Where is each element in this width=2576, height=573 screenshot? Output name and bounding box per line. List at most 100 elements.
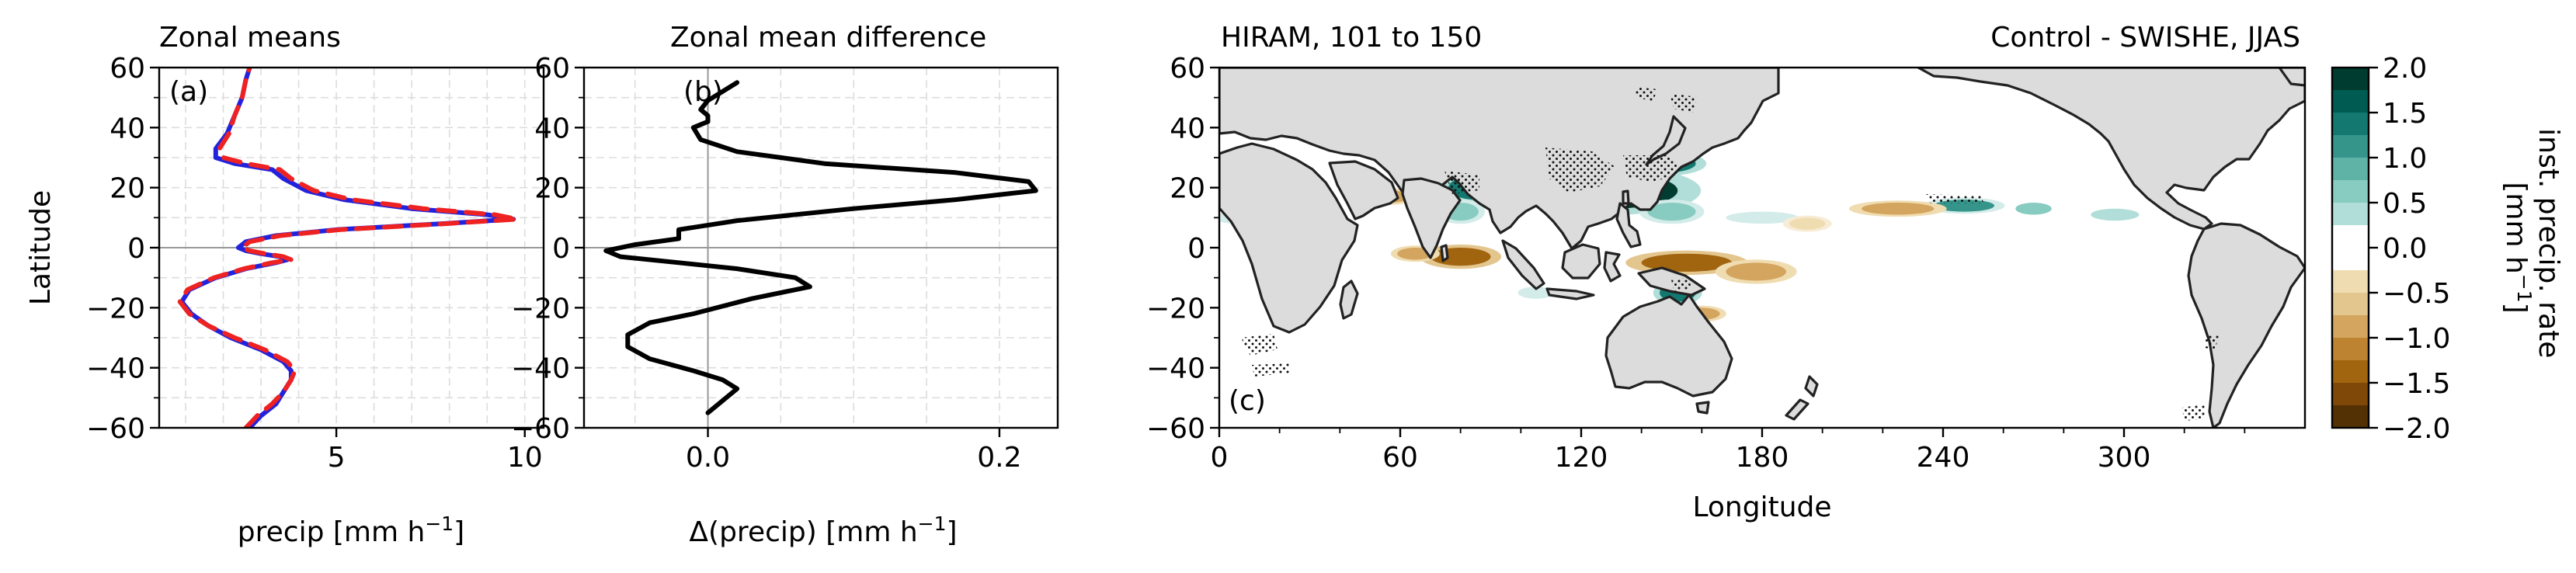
x-tick-label: 10 <box>507 442 543 474</box>
anomaly-patch <box>2015 203 2052 215</box>
y-tick-label: −60 <box>511 413 570 445</box>
colorbar-swatch <box>2332 383 2369 405</box>
y-tick-label: 20 <box>1170 173 1205 205</box>
map-land <box>1219 68 2305 428</box>
land-africa <box>1219 142 1359 334</box>
panel-a-xlabel: precip [mm h−1] <box>238 512 464 548</box>
anomaly-patch <box>1647 203 1696 221</box>
colorbar-swatch <box>2332 405 2369 428</box>
anomaly-patch <box>1726 211 1799 224</box>
x-tick-label: 300 <box>2098 442 2151 474</box>
x-tick-label: 0.0 <box>686 442 730 474</box>
anomaly-patch <box>2091 208 2140 221</box>
colorbar-tick-label: −1.5 <box>2383 368 2450 400</box>
land-india <box>1401 177 1462 259</box>
land-tasmania <box>1695 401 1710 415</box>
y-tick-label: −60 <box>1146 413 1205 445</box>
x-tick-label: 120 <box>1555 442 1608 474</box>
x-tick-label: 180 <box>1736 442 1789 474</box>
colorbar-tick-label: 2.0 <box>2383 53 2427 85</box>
colorbar-label-line2: [mm h−1] <box>2500 182 2536 313</box>
colorbar: −2.0 −1.5 −1.0 −0.5 0.0 0.5 1.0 1.5 2.0 inst. pr… <box>2331 53 2564 445</box>
land-newzealand <box>1785 375 1819 421</box>
panel-b-xlabel: Δ(precip) [mm h−1] <box>689 512 957 548</box>
land-taiwan <box>1622 189 1630 205</box>
y-tick-label: −20 <box>86 293 145 325</box>
colorbar-swatch <box>2332 293 2369 315</box>
panel-b-title: Zonal mean difference <box>670 22 986 54</box>
colorbar-tick-label: −2.0 <box>2383 413 2450 445</box>
colorbar-swatch <box>2332 135 2369 158</box>
stipple-region <box>1926 194 1984 203</box>
colorbar-swatch <box>2332 338 2369 360</box>
colorbar-swatch <box>2332 225 2369 248</box>
panel-c: HIRAM, 101 to 150 Control - SWISHE, JJAS <box>1146 22 2307 523</box>
panel-c-title-right: Control - SWISHE, JJAS <box>1990 22 2300 54</box>
colorbar-label-line1: inst. precip. rate <box>2533 128 2564 358</box>
colorbar-tick-label: 1.0 <box>2383 143 2427 175</box>
y-tick-label: 40 <box>534 113 570 144</box>
series-line-1 <box>177 68 520 428</box>
colorbar-swatch <box>2332 113 2369 135</box>
x-tick-label: 0 <box>1211 442 1229 474</box>
land-java <box>1545 287 1595 300</box>
colorbar-swatch <box>2332 270 2369 293</box>
stipple-region <box>2204 334 2220 349</box>
y-tick-label: 20 <box>110 173 145 205</box>
stipple-region <box>1671 278 1691 291</box>
panel-a-ylabel: Latitude <box>25 190 57 305</box>
map-stippling <box>1241 87 2220 421</box>
colorbar-swatch <box>2332 360 2369 383</box>
y-tick-label: −40 <box>511 353 570 385</box>
stipple-region <box>1545 148 1615 193</box>
y-tick-label: 0 <box>1187 233 1205 265</box>
land-australia <box>1604 293 1733 398</box>
panel-b-label: (b) <box>683 76 723 108</box>
colorbar-tick-label: −1.0 <box>2383 323 2450 355</box>
x-tick-label: 240 <box>1917 442 1970 474</box>
land-arabia <box>1328 160 1399 221</box>
land-eurasia <box>1219 68 1780 250</box>
panel-b-lines <box>603 80 1038 415</box>
y-tick-label: 60 <box>110 53 145 85</box>
colorbar-swatch <box>2332 315 2369 338</box>
y-tick-label: 60 <box>1170 53 1205 85</box>
colorbar-tick-label: −0.5 <box>2383 278 2450 310</box>
x-tick-label: 5 <box>328 442 346 474</box>
land-borneo <box>1561 243 1601 280</box>
stipple-region <box>1252 363 1291 377</box>
y-tick-label: 20 <box>534 173 570 205</box>
stipple-region <box>2182 404 2206 421</box>
y-tick-label: 0 <box>127 233 145 265</box>
y-tick-label: 40 <box>110 113 145 144</box>
y-tick-label: −60 <box>86 413 145 445</box>
stipple-region <box>1670 93 1697 113</box>
series-line-0 <box>179 68 516 428</box>
land-philippines <box>1615 202 1642 248</box>
anomaly-patch <box>1789 217 1826 230</box>
colorbar-swatch <box>2332 203 2369 225</box>
panel-a-title: Zonal means <box>159 22 341 54</box>
land-southamerica <box>2187 222 2305 428</box>
series-line-0 <box>603 80 1038 415</box>
land-madagascar <box>1339 280 1359 320</box>
colorbar-tick-label: 0.0 <box>2383 233 2427 265</box>
land-greenland <box>2278 68 2305 87</box>
y-tick-label: 0 <box>552 233 570 265</box>
panel-b: Zonal mean difference 0.0 0.2 −60 −40 −20 0 20… <box>511 22 1059 548</box>
land-srilanka <box>1440 244 1449 262</box>
stipple-region <box>1241 334 1278 356</box>
land-sulawesi <box>1603 251 1622 283</box>
colorbar-label: inst. precip. rate [mm h−1] <box>2500 128 2564 367</box>
panel-c-xlabel: Longitude <box>1692 491 1831 523</box>
colorbar-swatch <box>2332 90 2369 113</box>
colorbar-tick-label: 0.5 <box>2383 188 2427 220</box>
panel-a-lines <box>177 68 520 428</box>
y-tick-label: −20 <box>511 293 570 325</box>
anomaly-patch <box>1862 203 1935 215</box>
panel-a-label: (a) <box>169 76 208 108</box>
land-sumatra <box>1501 239 1545 290</box>
colorbar-swatch <box>2332 180 2369 203</box>
y-tick-label: −40 <box>86 353 145 385</box>
